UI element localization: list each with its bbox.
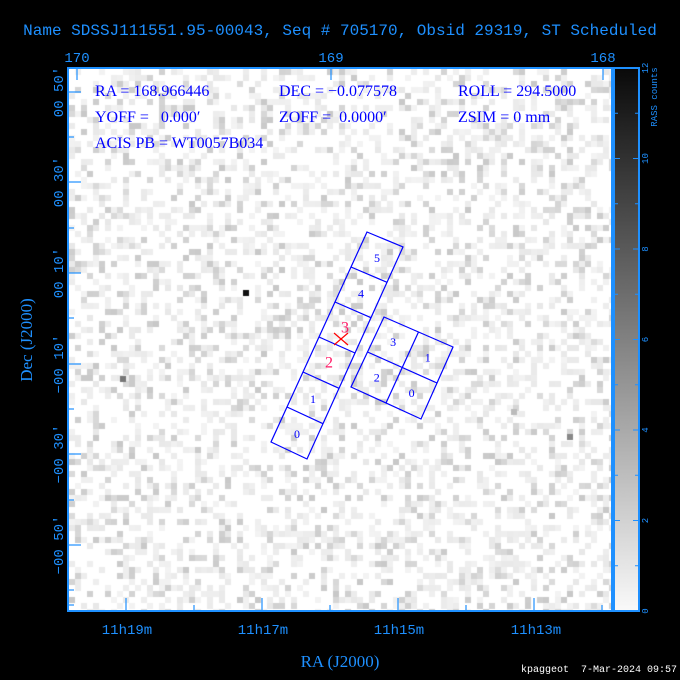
acis-i-chip-label: 2 [374, 370, 380, 384]
left-tick-label: −00 10′ [52, 335, 68, 394]
bottom-tick-label: 11h13m [511, 623, 561, 639]
acis-pb-readout: ACIS PB = WT0057B034 [95, 135, 263, 152]
chip-divider [367, 351, 438, 384]
colorbar-frame [613, 67, 640, 612]
colorbar-label: RASS counts [650, 67, 660, 126]
top-tick-label: 170 [64, 51, 89, 67]
acis-s-chip-label: 0 [294, 427, 300, 441]
left-tick-label: 00 10′ [52, 248, 68, 298]
left-tick-label: 00 50′ [52, 67, 68, 117]
chip-divider [318, 336, 356, 354]
acis-i-chip-label: 0 [409, 386, 415, 400]
chip-divider [302, 371, 340, 389]
axis-ticks [68, 68, 604, 611]
y-axis-label: Dec (J2000) [17, 298, 36, 382]
dec-readout: DEC = −0.077578 [279, 83, 397, 100]
ra-readout: RA = 168.966446 [95, 83, 209, 100]
left-tick-label: −00 50′ [52, 516, 68, 575]
chip-divider [350, 266, 388, 283]
footer-stamp: kpaggeot 7-Mar-2024 09:57 [521, 664, 677, 676]
colorbar-tick-label: 8 [641, 246, 651, 251]
colorbar-gradient [615, 69, 638, 611]
acis-s-chip-label: 1 [310, 392, 316, 406]
plot-frame [67, 67, 613, 612]
chip-divider [286, 406, 324, 425]
acis-i-chip-label: 3 [390, 335, 396, 349]
colorbar-ticks: 0 2 4 6 8 10 12 [615, 63, 651, 614]
acis-chip-layout: 0 1 2 3 4 5 3 1 2 0 [270, 231, 454, 460]
colorbar-tick-label: 0 [641, 608, 651, 613]
colorbar-tick-label: 4 [641, 427, 651, 432]
acis-i-array-outline [350, 316, 454, 420]
yoff-readout: YOFF = 0.000′ [95, 109, 200, 126]
zsim-readout: ZSIM = 0 mm [458, 109, 551, 126]
bottom-tick-label: 11h15m [374, 623, 424, 639]
left-tick-label: −00 30′ [52, 425, 68, 484]
colorbar-tick-label: 2 [641, 518, 651, 523]
top-tick-label: 169 [318, 51, 343, 67]
bottom-tick-label: 11h17m [238, 623, 288, 639]
acis-s-chip-label: 4 [358, 286, 364, 300]
zoff-readout: ZOFF = 0.0000′ [279, 109, 387, 126]
colorbar-tick-label: 6 [641, 337, 651, 342]
colorbar-tick-label: 12 [641, 63, 651, 74]
acis-i-chip-label: 1 [425, 350, 431, 364]
x-axis-label: RA (J2000) [301, 652, 380, 671]
left-tick-label: 00 30′ [52, 157, 68, 207]
acis-s-chip-label: 3 [341, 319, 349, 336]
roll-readout: ROLL = 294.5000 [458, 83, 576, 100]
plot-title: Name SDSSJ111551.95-00043, Seq # 705170,… [23, 22, 657, 40]
colorbar-tick-label: 10 [641, 153, 651, 164]
acis-s-chip-label: 5 [374, 251, 380, 265]
aimpoint-marker [333, 332, 349, 346]
acis-s-chip-label: 2 [325, 355, 333, 372]
bottom-tick-label: 11h19m [102, 623, 152, 639]
top-tick-label: 168 [590, 51, 615, 67]
chip-divider [334, 301, 372, 319]
